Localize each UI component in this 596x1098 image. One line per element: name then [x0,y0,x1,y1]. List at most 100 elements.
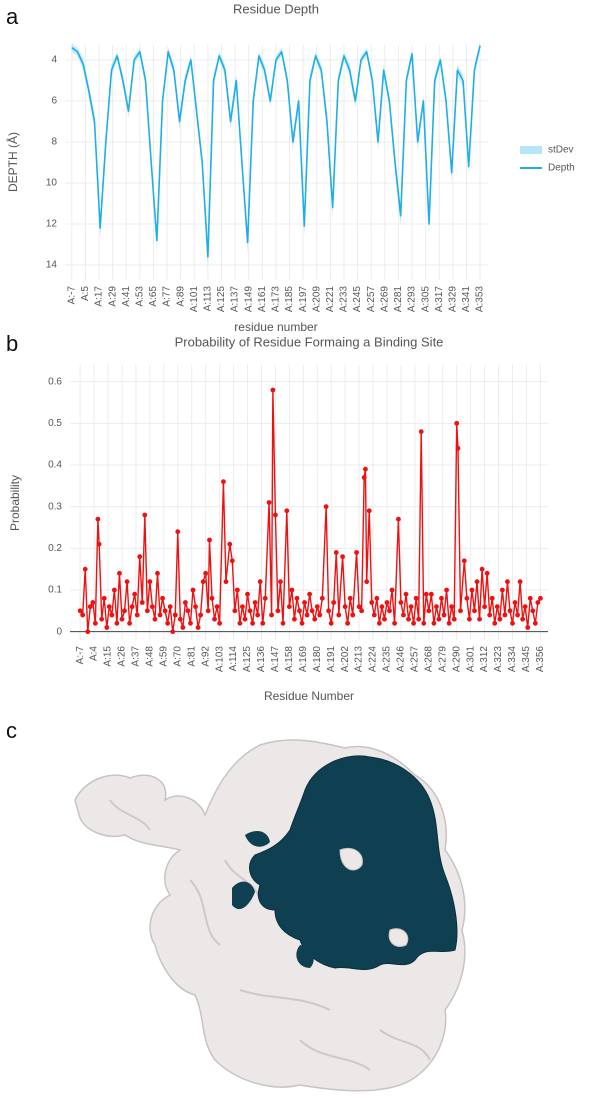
point [474,579,480,585]
point [369,600,375,605]
x-tick-label: A:113 [203,286,214,312]
surface-light-detail [339,847,409,947]
chart: Probability of Residue Formaing a Bindin… [8,334,548,703]
point [317,612,323,618]
point [229,558,235,564]
point [382,616,387,622]
point [359,608,365,614]
point [331,600,337,605]
point [198,612,203,618]
point [398,600,404,605]
x-tick-label: A:341 [461,286,472,313]
point [515,612,520,618]
y-tick-label: 0 [56,626,62,637]
point [416,616,422,622]
x-tick-label: A:125 [216,286,227,313]
x-tick-label: A:269 [379,286,390,313]
point [413,595,419,601]
x-tick-label: A:268 [423,646,434,673]
point [127,620,132,626]
x-tick-label: A:5 [80,286,91,301]
point [157,612,163,618]
point [384,600,390,605]
point [237,620,243,626]
point [132,591,138,597]
point [155,570,160,576]
y-tick-label: 4 [51,55,57,66]
x-tick-label: A:312 [479,646,490,673]
y-tick-label: 0.3 [48,501,62,512]
point [304,612,310,618]
x-tick-label: A:279 [437,646,448,673]
chart-title: Probability of Residue Formaing a Bindin… [175,334,444,349]
x-tick-label: A:221 [325,286,336,313]
point [142,512,148,518]
point [499,587,505,593]
depth-line [71,45,481,258]
x-tick-label: A:353 [475,286,486,313]
point [364,579,370,585]
x-tick-label: A:4 [89,646,100,661]
point [280,620,286,626]
point [203,570,209,576]
point [477,616,482,622]
panel-label: b [6,331,18,356]
point [376,620,382,626]
point [99,616,105,622]
point [257,579,263,585]
point [245,591,250,597]
point [408,604,414,610]
x-tick-label: A:209 [311,286,322,313]
point [520,616,526,622]
x-tick-label: A:257 [410,646,421,673]
point [487,612,493,618]
point [292,616,297,622]
x-tick-label: A:317 [434,286,445,313]
point [502,612,508,618]
point [392,620,397,626]
y-tick-label: 6 [51,96,57,107]
x-tick-label: A:334 [507,646,518,673]
point [252,600,258,605]
point [309,608,315,614]
point [406,616,411,622]
x-tick-label: A:235 [382,646,393,673]
point [345,620,351,626]
point [350,612,356,618]
point [167,604,173,610]
point [434,604,439,610]
x-tick-label: A:53 [134,286,145,307]
point [505,579,510,585]
x-tick-label: A:301 [465,646,476,673]
x-tick-label: A:103 [214,646,225,673]
legend-swatch [520,146,542,154]
x-tick-label: A:136 [256,646,267,673]
point [340,554,345,560]
x-tick-label: A:15 [103,646,114,667]
point [188,620,193,626]
point [87,604,93,610]
x-tick-label: A:81 [186,646,197,667]
point [449,604,455,610]
point [80,612,86,618]
point [532,620,538,626]
point [137,554,143,560]
point [227,541,233,547]
point [175,529,181,535]
point [117,570,122,576]
x-tick-label: A:173 [271,286,282,313]
point [177,616,183,622]
point [207,537,212,543]
point [517,579,523,585]
x-tick-label: A:233 [339,286,350,313]
x-tick-label: A:48 [145,646,156,667]
point [418,429,424,435]
point [441,612,447,618]
point [242,616,248,622]
point [387,608,392,614]
point [527,595,533,601]
point [266,500,272,505]
x-tick-label: A:149 [243,286,254,313]
point [389,587,395,593]
point [489,595,495,601]
